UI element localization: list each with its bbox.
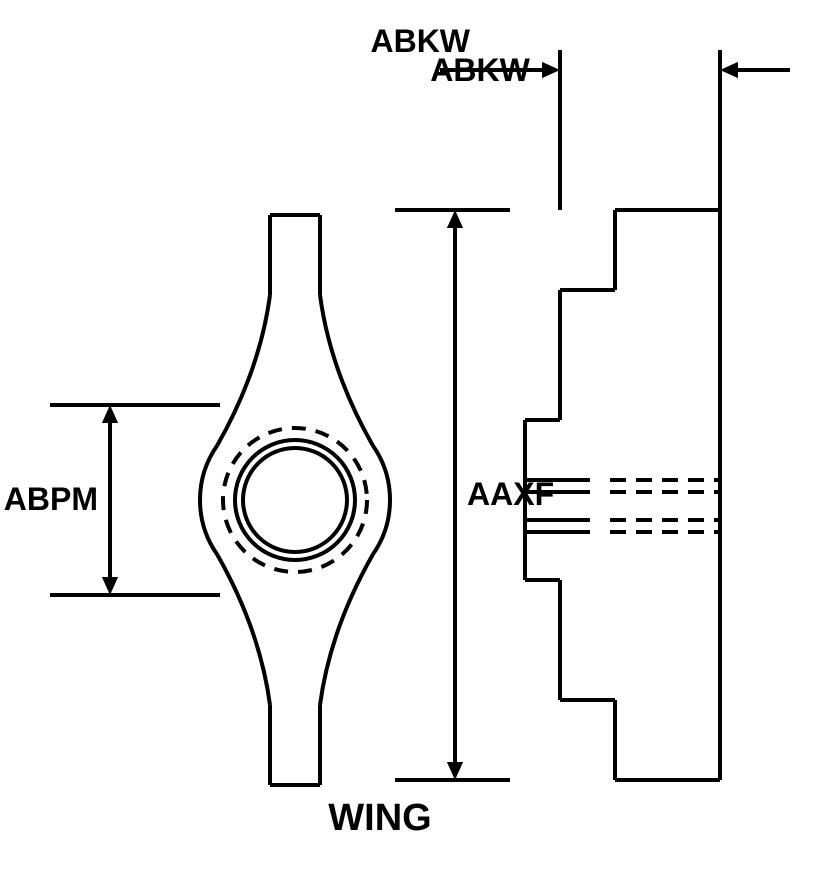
svg-text:AAXF: AAXF (467, 476, 554, 512)
svg-text:ABKW: ABKW (430, 52, 530, 88)
svg-text:WING: WING (328, 797, 431, 839)
svg-text:ABPM: ABPM (4, 481, 98, 517)
